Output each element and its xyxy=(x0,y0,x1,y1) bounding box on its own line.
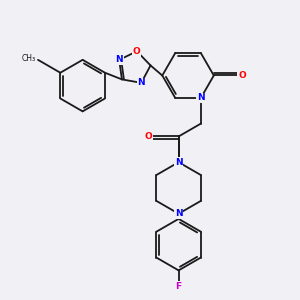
Text: N: N xyxy=(116,56,123,64)
Text: O: O xyxy=(238,71,246,80)
Text: O: O xyxy=(144,132,152,141)
Text: F: F xyxy=(176,282,182,291)
Text: O: O xyxy=(133,47,141,56)
Text: N: N xyxy=(175,158,182,167)
Text: N: N xyxy=(137,78,145,87)
Text: N: N xyxy=(175,209,182,218)
Text: CH₃: CH₃ xyxy=(22,54,36,63)
Text: N: N xyxy=(197,93,205,102)
Text: N: N xyxy=(175,158,182,167)
